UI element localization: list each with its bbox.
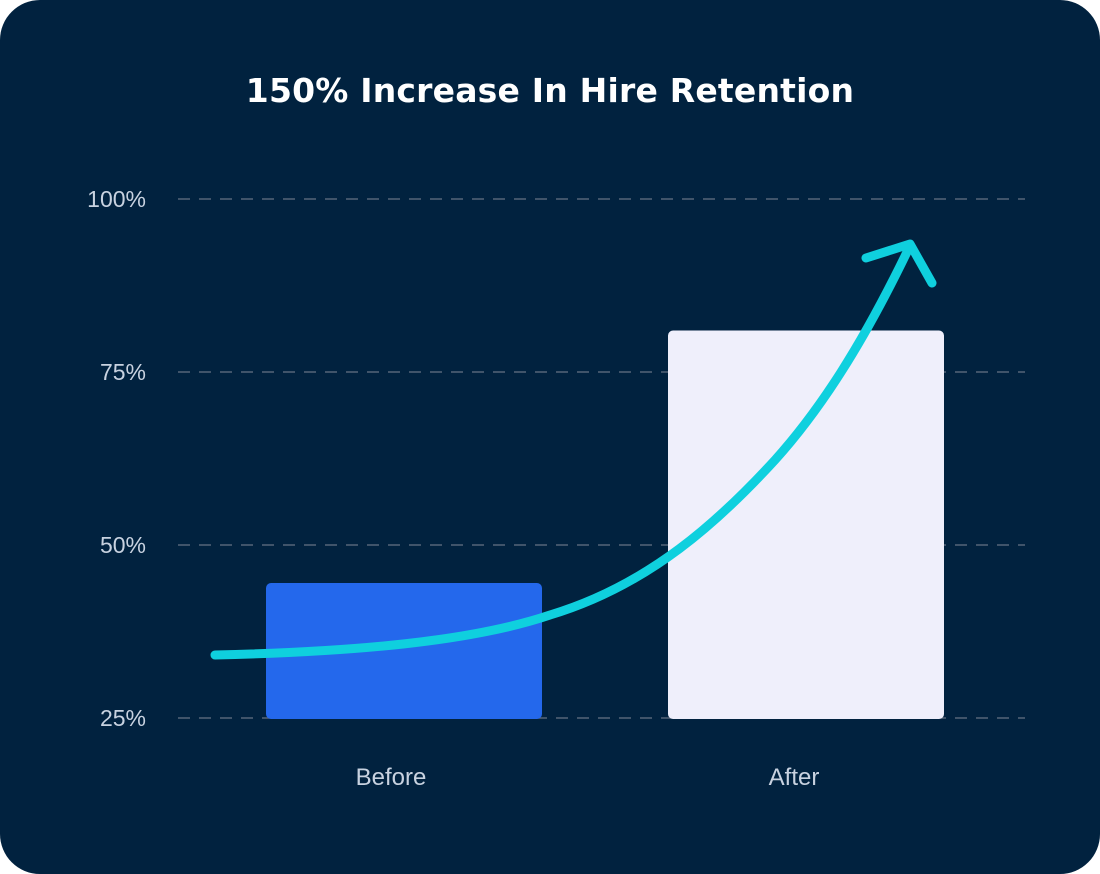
- chart-title: 150% Increase In Hire Retention: [245, 71, 855, 110]
- bars: [266, 330, 944, 719]
- gridlines: [178, 198, 1025, 719]
- category-label-before: Before: [356, 764, 427, 791]
- y-tick-label: 50%: [100, 532, 146, 558]
- y-tick-label: 100%: [87, 186, 146, 212]
- y-tick-label: 75%: [100, 359, 146, 385]
- category-label-after: After: [769, 764, 820, 791]
- arrow-head-icon: [861, 239, 937, 288]
- trend-arrow-curve: [210, 247, 912, 660]
- trend-arrow: [210, 239, 937, 660]
- x-axis-labels: Before After: [356, 764, 820, 791]
- y-axis-ticks: 100% 75% 50% 25%: [87, 186, 146, 731]
- bar-before: [266, 583, 542, 719]
- bar-after: [668, 330, 944, 719]
- y-tick-label: 25%: [100, 705, 146, 731]
